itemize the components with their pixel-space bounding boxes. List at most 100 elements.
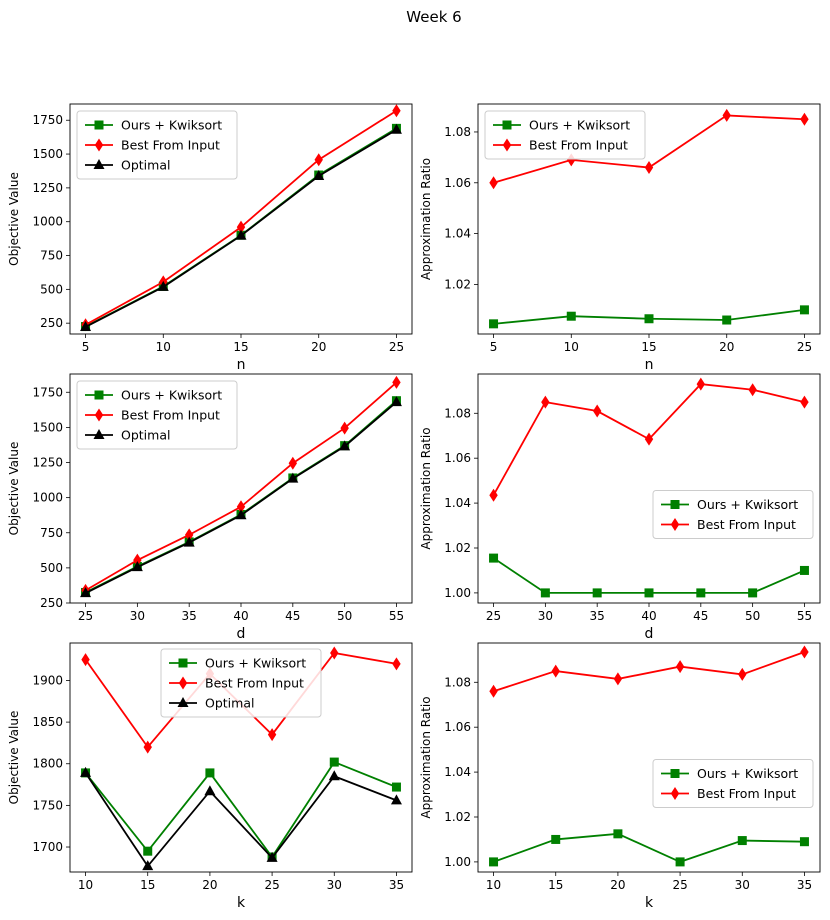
data-point bbox=[489, 857, 499, 867]
data-point bbox=[644, 161, 654, 175]
x-tick-label: 50 bbox=[745, 609, 760, 623]
legend-label: Best From Input bbox=[205, 676, 304, 691]
legend: Ours + Kwiksort Best From Input bbox=[652, 490, 814, 539]
data-point bbox=[267, 728, 277, 742]
x-tick-label: 20 bbox=[719, 340, 734, 354]
series-ours-kwiksort bbox=[81, 757, 401, 862]
legend-box bbox=[484, 110, 646, 160]
legend: Ours + Kwiksort Best From Input bbox=[652, 759, 814, 808]
subplot-1: 5 10 15 20 25 250 500 750 1000 1250 1500 1750 n Objec… bbox=[7, 103, 413, 373]
x-tick-label: 30 bbox=[130, 609, 145, 623]
y-tick-label: 1.04 bbox=[444, 765, 471, 779]
y-tick-label: 1.02 bbox=[444, 810, 471, 824]
data-point bbox=[80, 766, 92, 777]
series-ours-kwiksort bbox=[489, 553, 809, 598]
legend-label: Ours + Kwiksort bbox=[697, 497, 798, 512]
data-point bbox=[613, 672, 623, 686]
y-tick-label: 500 bbox=[40, 282, 63, 296]
y-tick-label: 1750 bbox=[32, 385, 63, 399]
y-axis-label: Approximation Ratio bbox=[419, 158, 433, 280]
legend-label: Best From Input bbox=[121, 138, 220, 153]
data-point bbox=[722, 315, 732, 325]
legend-label: Optimal bbox=[121, 158, 170, 173]
y-tick-label: 250 bbox=[40, 316, 63, 330]
legend-marker bbox=[94, 120, 104, 130]
data-point bbox=[236, 220, 246, 234]
x-tick-label: 25 bbox=[672, 878, 687, 892]
data-point bbox=[204, 785, 216, 796]
x-axis-label: k bbox=[237, 895, 246, 911]
legend-marker bbox=[93, 429, 105, 439]
data-point bbox=[799, 305, 809, 315]
data-point bbox=[644, 588, 654, 598]
data-point bbox=[592, 404, 602, 418]
data-point bbox=[143, 846, 153, 856]
legend: Ours + Kwiksort Best From Input Optimal bbox=[160, 648, 322, 718]
legend-label: Ours + Kwiksort bbox=[121, 388, 222, 403]
x-tick-label: 10 bbox=[564, 340, 579, 354]
data-point bbox=[696, 377, 706, 391]
data-point bbox=[722, 108, 731, 122]
data-point bbox=[696, 588, 706, 598]
data-point bbox=[81, 653, 90, 667]
y-tick-label: 1900 bbox=[32, 673, 63, 687]
data-point bbox=[392, 657, 401, 671]
subplot-3: 25 30 35 40 45 50 55 250 500 750 1000 1250 1500 1750 d… bbox=[7, 373, 413, 642]
legend-label: Ours + Kwiksort bbox=[697, 766, 798, 781]
legend-label: Best From Input bbox=[697, 786, 796, 801]
plot-frame bbox=[477, 103, 821, 335]
plot-frame bbox=[69, 103, 413, 335]
data-point bbox=[339, 440, 351, 451]
x-tick-label: 10 bbox=[78, 878, 93, 892]
y-tick-label: 750 bbox=[40, 249, 63, 263]
data-point bbox=[391, 782, 401, 792]
x-tick-label: 25 bbox=[389, 340, 404, 354]
x-axis-label: n bbox=[237, 357, 246, 373]
data-point bbox=[489, 319, 499, 329]
legend-marker bbox=[670, 518, 680, 531]
y-tick-label: 1.04 bbox=[444, 496, 471, 510]
x-tick-label: 35 bbox=[389, 878, 404, 892]
data-point bbox=[675, 660, 685, 674]
x-tick-label: 15 bbox=[641, 340, 656, 354]
x-axis-label: d bbox=[237, 626, 246, 642]
data-point bbox=[489, 488, 498, 502]
legend-marker bbox=[94, 408, 104, 422]
legend-marker bbox=[178, 676, 188, 690]
data-point bbox=[675, 857, 685, 867]
y-tick-label: 1.06 bbox=[444, 451, 471, 465]
y-tick-label: 1250 bbox=[32, 456, 63, 470]
data-point bbox=[80, 320, 92, 331]
subplot-6: 10 15 20 25 30 35 1.00 1.02 1.04 1.06 1.08 k Approxi… bbox=[419, 642, 821, 911]
x-tick-label: 30 bbox=[735, 878, 750, 892]
plot-frame bbox=[69, 373, 413, 604]
data-point bbox=[800, 645, 809, 659]
data-point bbox=[80, 587, 92, 598]
data-point bbox=[390, 396, 402, 407]
data-point bbox=[551, 834, 561, 844]
legend-marker bbox=[94, 138, 104, 152]
series-optimal bbox=[80, 123, 402, 331]
legend: Ours + Kwiksort Best From Input bbox=[484, 110, 646, 160]
legend-box bbox=[160, 648, 322, 718]
data-point bbox=[489, 553, 499, 563]
x-tick-label: 55 bbox=[389, 609, 404, 623]
data-point bbox=[392, 375, 401, 389]
series-optimal bbox=[80, 766, 402, 871]
data-point bbox=[235, 229, 247, 240]
series-best-from-input bbox=[489, 645, 809, 698]
legend-box bbox=[652, 759, 814, 808]
x-tick-label: 30 bbox=[327, 878, 342, 892]
legend-box bbox=[76, 380, 238, 450]
x-tick-label: 35 bbox=[590, 609, 605, 623]
x-tick-label: 20 bbox=[610, 878, 625, 892]
series-line bbox=[84, 772, 397, 868]
y-tick-label: 1.08 bbox=[444, 125, 471, 139]
y-tick-label: 1.08 bbox=[444, 675, 471, 689]
data-point bbox=[799, 837, 809, 847]
data-point bbox=[328, 770, 340, 781]
subplot-5: 10 15 20 25 30 35 1700 1750 1800 1850 1900 k Objecti… bbox=[7, 642, 413, 911]
data-point bbox=[329, 757, 339, 767]
data-point bbox=[644, 432, 654, 446]
legend-label: Ours + Kwiksort bbox=[529, 118, 630, 133]
